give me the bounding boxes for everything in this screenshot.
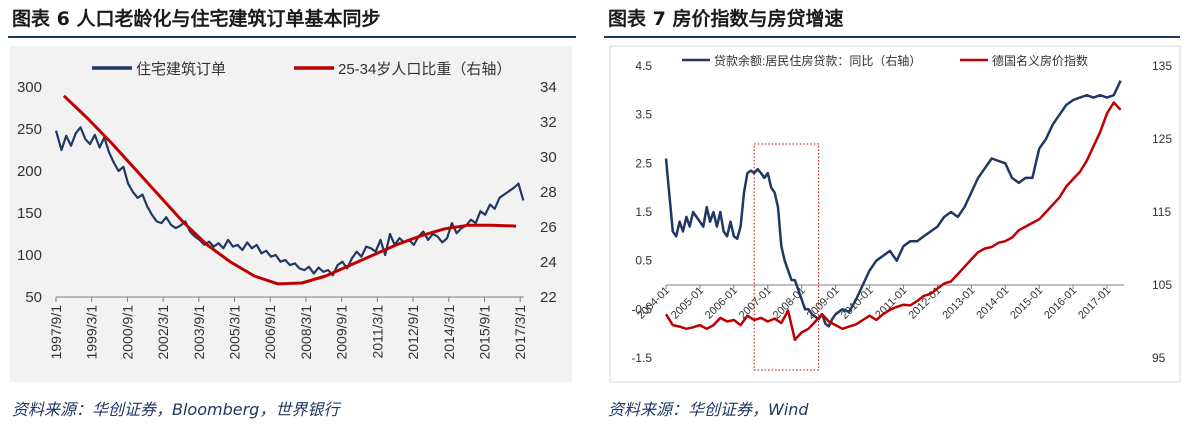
x-tick-label: 2006/9/1 bbox=[262, 305, 278, 360]
y-right-tick-label: 26 bbox=[540, 219, 557, 236]
y-right-tick-label: 95 bbox=[1152, 351, 1166, 365]
y-right-tick-label: 22 bbox=[540, 289, 557, 306]
y-left-tick-label: 100 bbox=[17, 247, 42, 264]
y-right-tick-label: 32 bbox=[540, 114, 557, 131]
x-tick-label: 2015/9/1 bbox=[476, 305, 492, 360]
y-left-tick-label: 1.5 bbox=[635, 205, 652, 219]
figure-title-left: 图表 6 人口老龄化与住宅建筑订单基本同步 bbox=[12, 8, 381, 30]
legend-label-loans: 贷款余额:居民住房贷款：同比（右轴） bbox=[714, 53, 921, 68]
x-tick-label: 2017/3/1 bbox=[512, 305, 528, 360]
x-tick-label: 2012/9/1 bbox=[405, 305, 421, 360]
left-panel: 图表 6 人口老龄化与住宅建筑订单基本同步 住宅建筑订单 25-34岁人口比重（右… bbox=[0, 0, 584, 442]
y-left-tick-label: 0.5 bbox=[635, 254, 652, 268]
x-tick-label: 1999/3/1 bbox=[84, 305, 100, 360]
y-left-tick-label: -1.5 bbox=[631, 351, 652, 365]
y-right-tick-label: 24 bbox=[540, 254, 557, 271]
title-rule-left bbox=[8, 36, 576, 38]
y-right-tick-label: 125 bbox=[1152, 132, 1172, 146]
y-right-tick-label: 30 bbox=[540, 149, 557, 166]
y-left-tick-label: 50 bbox=[25, 289, 42, 306]
y-left-tick-label: 300 bbox=[17, 79, 42, 96]
series-line-house-price bbox=[664, 101, 1122, 342]
x-tick-label: 2014/3/1 bbox=[441, 305, 457, 360]
y-left-tick-label: -0.5 bbox=[631, 302, 652, 316]
y-right-tick-label: 34 bbox=[540, 79, 557, 96]
legend-label-population: 25-34岁人口比重（右轴） bbox=[338, 61, 511, 78]
right-panel: 图表 7 房价指数与房贷增速 贷款余额:居民住房贷款：同比（右轴） 德国名义房价指… bbox=[596, 0, 1191, 442]
series-line-population bbox=[62, 94, 517, 286]
x-tick-label: 2002/3/1 bbox=[155, 305, 171, 360]
title-rule-right bbox=[604, 36, 1180, 38]
chart-right: 贷款余额:居民住房贷款：同比（右轴） 德国名义房价指数 -1.5 -0.5 0.5 1.5… bbox=[609, 45, 1181, 383]
x-tick-label: 2005/3/1 bbox=[227, 305, 243, 360]
y-right-tick-label: 115 bbox=[1152, 205, 1171, 219]
legend-label-house-price: 德国名义房价指数 bbox=[992, 53, 1088, 68]
x-tick-label: 2011/3/1 bbox=[369, 305, 385, 359]
x-tick-label: 2009/9/1 bbox=[334, 305, 350, 360]
y-right-tick-label: 28 bbox=[540, 184, 557, 201]
y-left-tick-label: 2.5 bbox=[635, 156, 652, 170]
y-right-tick-label: 135 bbox=[1152, 59, 1172, 73]
y-left-tick-label: 150 bbox=[17, 205, 42, 222]
y-left-tick-label: 3.5 bbox=[635, 108, 652, 122]
y-left-tick-label: 4.5 bbox=[635, 59, 652, 73]
figure-title-right: 图表 7 房价指数与房贷增速 bbox=[608, 8, 844, 30]
y-left-tick-label: 250 bbox=[17, 121, 42, 138]
source-right: 资料来源：华创证券，Wind bbox=[608, 400, 809, 419]
chart-left: 住宅建筑订单 25-34岁人口比重（右轴） 50 100 150 200 250 300 22 2… bbox=[10, 46, 572, 382]
source-left: 资料来源：华创证券，Bloomberg，世界银行 bbox=[12, 400, 340, 419]
y-left-tick-label: 200 bbox=[17, 163, 42, 180]
highlight-box bbox=[753, 143, 820, 371]
series-line-orders bbox=[54, 126, 525, 277]
y-right-tick-label: 105 bbox=[1152, 278, 1172, 292]
legend-label-orders: 住宅建筑订单 bbox=[136, 61, 226, 78]
x-tick-label: 2000/9/1 bbox=[119, 305, 135, 360]
x-tick-label: 1997/9/1 bbox=[48, 305, 64, 360]
x-tick-label: 2003/9/1 bbox=[191, 305, 207, 360]
x-tick-label: 2008/3/1 bbox=[298, 305, 314, 360]
